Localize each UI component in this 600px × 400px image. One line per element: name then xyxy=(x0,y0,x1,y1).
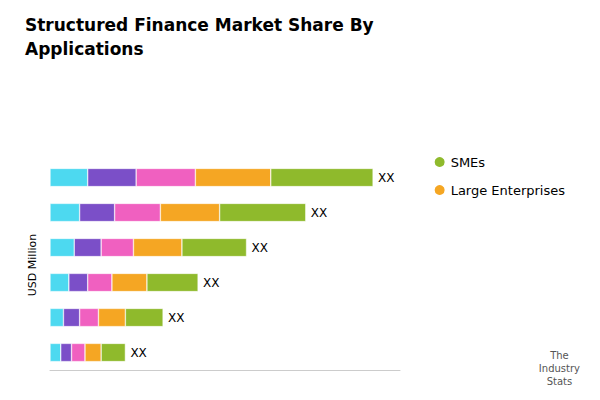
svg-text:XX: XX xyxy=(130,346,146,360)
svg-text:Applications: Applications xyxy=(25,39,144,59)
svg-text:Industry: Industry xyxy=(539,363,580,374)
svg-text:XX: XX xyxy=(168,311,184,325)
svg-text:Structured Finance Market Shar: Structured Finance Market Share By xyxy=(25,15,374,35)
svg-text:XX: XX xyxy=(252,241,268,255)
svg-text:SMEs: SMEs xyxy=(451,155,486,170)
svg-text:USD Million: USD Million xyxy=(26,234,39,296)
svg-text:Large Enterprises: Large Enterprises xyxy=(451,183,566,198)
svg-text:XX: XX xyxy=(203,276,219,290)
svg-text:XX: XX xyxy=(378,171,394,185)
svg-text:XX: XX xyxy=(311,206,327,220)
svg-text:Stats: Stats xyxy=(547,376,573,387)
svg-text:The: The xyxy=(549,350,569,361)
